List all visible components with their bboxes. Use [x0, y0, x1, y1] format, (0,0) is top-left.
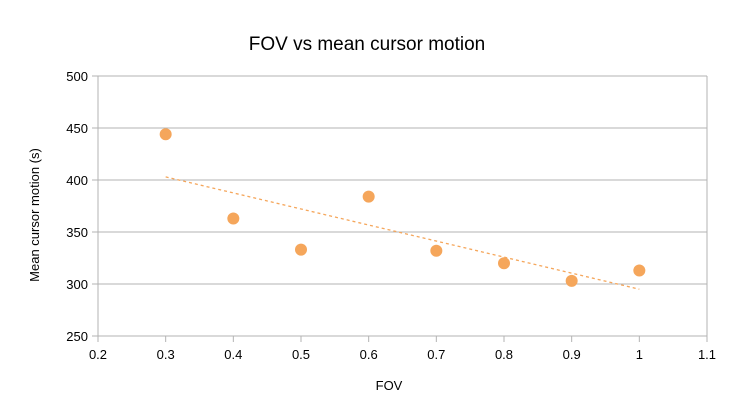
x-tick-label: 0.4: [224, 347, 242, 362]
data-point: [633, 264, 646, 277]
x-tick-label: 0.2: [89, 347, 107, 362]
data-point: [430, 244, 443, 257]
tick-labels: 250 300 350 400 450 500 0.2 0.3 0.4 0.5 0.6 0.7 0.8 0…: [66, 69, 716, 362]
x-tick-label: 0.7: [427, 347, 445, 362]
gridlines: [98, 75, 707, 337]
trendline-layer: [165, 176, 640, 290]
data-point: [159, 128, 172, 141]
data-point: [295, 243, 307, 256]
x-tick-label: 0.5: [292, 347, 310, 362]
x-tick-label: 0.3: [157, 347, 175, 362]
y-tick-label: 500: [66, 69, 88, 84]
x-tick-label: 0.6: [360, 347, 378, 362]
trendline: [165, 176, 640, 290]
y-tick-label: 450: [66, 121, 88, 136]
axes: [92, 75, 708, 342]
y-tick-label: 400: [66, 173, 88, 188]
x-tick-label: 0.8: [495, 347, 513, 362]
data-point: [362, 190, 375, 203]
y-tick-label: 350: [66, 225, 88, 240]
y-tick-label: 300: [66, 277, 88, 292]
y-axis-title: Mean cursor motion (s): [27, 148, 42, 282]
x-axis-title: FOV: [376, 378, 403, 393]
x-tick-label: 1: [636, 347, 643, 362]
data-point: [565, 274, 578, 287]
data-point: [498, 257, 510, 270]
x-tick-label: 1.1: [698, 347, 716, 362]
data-points: [159, 128, 646, 287]
chart-title: FOV vs mean cursor motion: [249, 34, 486, 55]
x-tick-label: 0.9: [563, 347, 581, 362]
y-tick-label: 250: [66, 329, 88, 344]
data-point: [227, 212, 240, 225]
